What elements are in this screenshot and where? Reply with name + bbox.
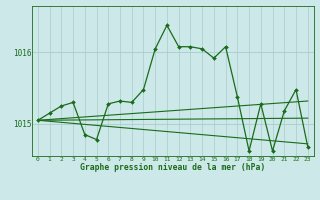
X-axis label: Graphe pression niveau de la mer (hPa): Graphe pression niveau de la mer (hPa)	[80, 163, 265, 172]
